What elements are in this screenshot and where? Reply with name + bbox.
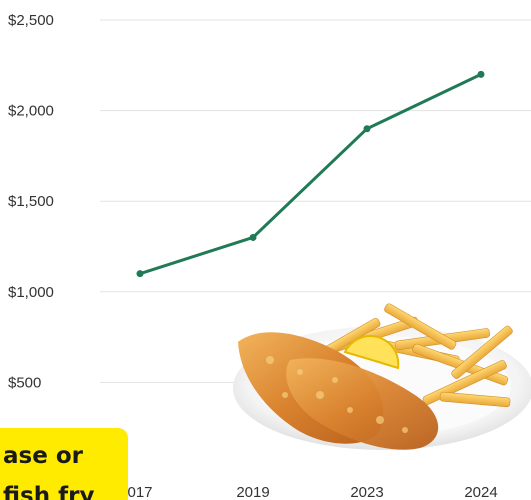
callout-line-2: fish fry xyxy=(3,483,94,500)
callout-banner: ase or fish fry xyxy=(0,428,128,500)
y-tick-label: $1,500 xyxy=(8,193,54,210)
data-points xyxy=(136,70,485,278)
x-axis-ticks: 017 2019 2023 2024 xyxy=(127,484,497,500)
x-tick-label: 2023 xyxy=(350,484,383,500)
grid-lines xyxy=(100,19,531,383)
callout-line-1: ase or xyxy=(3,443,84,469)
fish-and-chips-plate-icon xyxy=(233,303,531,450)
y-tick-label: $2,000 xyxy=(8,103,54,120)
x-tick-label: 017 xyxy=(127,484,152,500)
y-tick-label: $500 xyxy=(8,374,41,391)
series-line xyxy=(138,72,483,276)
y-axis-ticks: $500 $1,000 $1,500 $2,000 $2,500 xyxy=(8,12,54,391)
data-point xyxy=(477,70,485,78)
y-tick-label: $2,500 xyxy=(8,12,54,29)
data-point xyxy=(136,270,144,278)
x-tick-label: 2024 xyxy=(464,484,497,500)
x-tick-label: 2019 xyxy=(236,484,269,500)
y-tick-label: $1,000 xyxy=(8,284,54,301)
data-point xyxy=(249,233,257,241)
data-point xyxy=(363,125,371,133)
